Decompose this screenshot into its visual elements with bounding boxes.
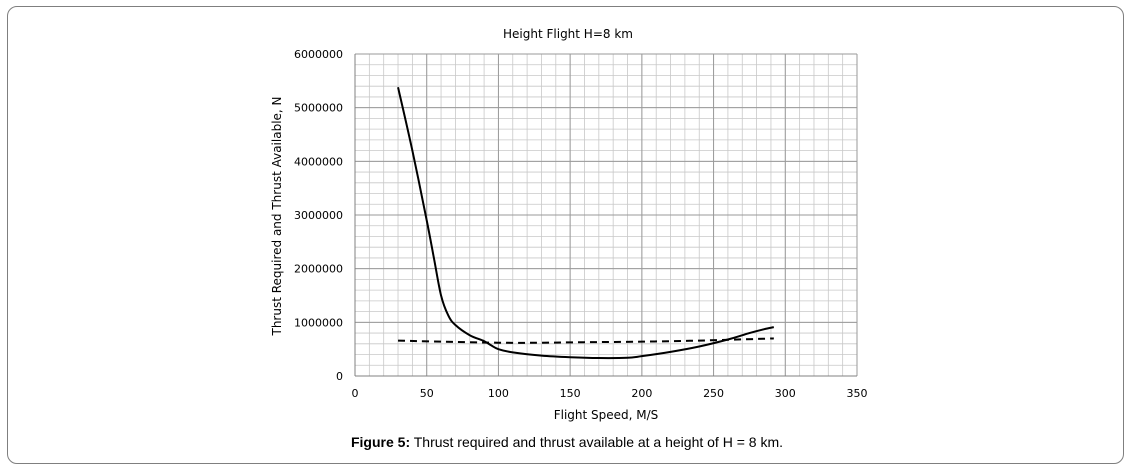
x-tick-label: 150	[560, 387, 581, 400]
y-tick-label: 1000000	[294, 316, 343, 329]
y-tick-label: 6000000	[294, 48, 343, 61]
x-tick-label: 200	[631, 387, 652, 400]
series-layer	[397, 87, 775, 360]
thrust-available-line	[398, 337, 774, 344]
x-tick-label: 350	[847, 387, 868, 400]
y-tick-labels: 0 1000000 2000000 3000000 4000000 5000000 6000…	[294, 48, 343, 383]
y-tick-label: 0	[336, 370, 343, 383]
x-tick-labels: 0 50 100 150 200 250 300 350	[352, 387, 868, 400]
y-tick-label: 3000000	[294, 209, 343, 222]
thrust-required-line	[397, 87, 775, 360]
x-tick-label: 100	[488, 387, 509, 400]
caption-text: Thrust required and thrust available at …	[410, 434, 784, 450]
major-grid	[354, 53, 858, 377]
figure-frame	[7, 6, 1124, 464]
chart-title: Height Flight H=8 km	[503, 27, 633, 41]
x-tick-label: 250	[703, 387, 724, 400]
y-tick-label: 2000000	[294, 263, 343, 276]
x-tick-label: 50	[420, 387, 434, 400]
x-tick-label: 0	[352, 387, 359, 400]
y-tick-label: 4000000	[294, 155, 343, 168]
y-tick-label: 5000000	[294, 102, 343, 115]
y-axis-label: Thrust Required and Thrust Available, N	[270, 96, 284, 336]
x-axis-label: Flight Speed, M/S	[554, 408, 659, 422]
x-tick-label: 300	[775, 387, 796, 400]
caption-label: Figure 5:	[350, 434, 411, 450]
figure-caption: Figure 5: Thrust required and thrust ava…	[0, 434, 1134, 450]
